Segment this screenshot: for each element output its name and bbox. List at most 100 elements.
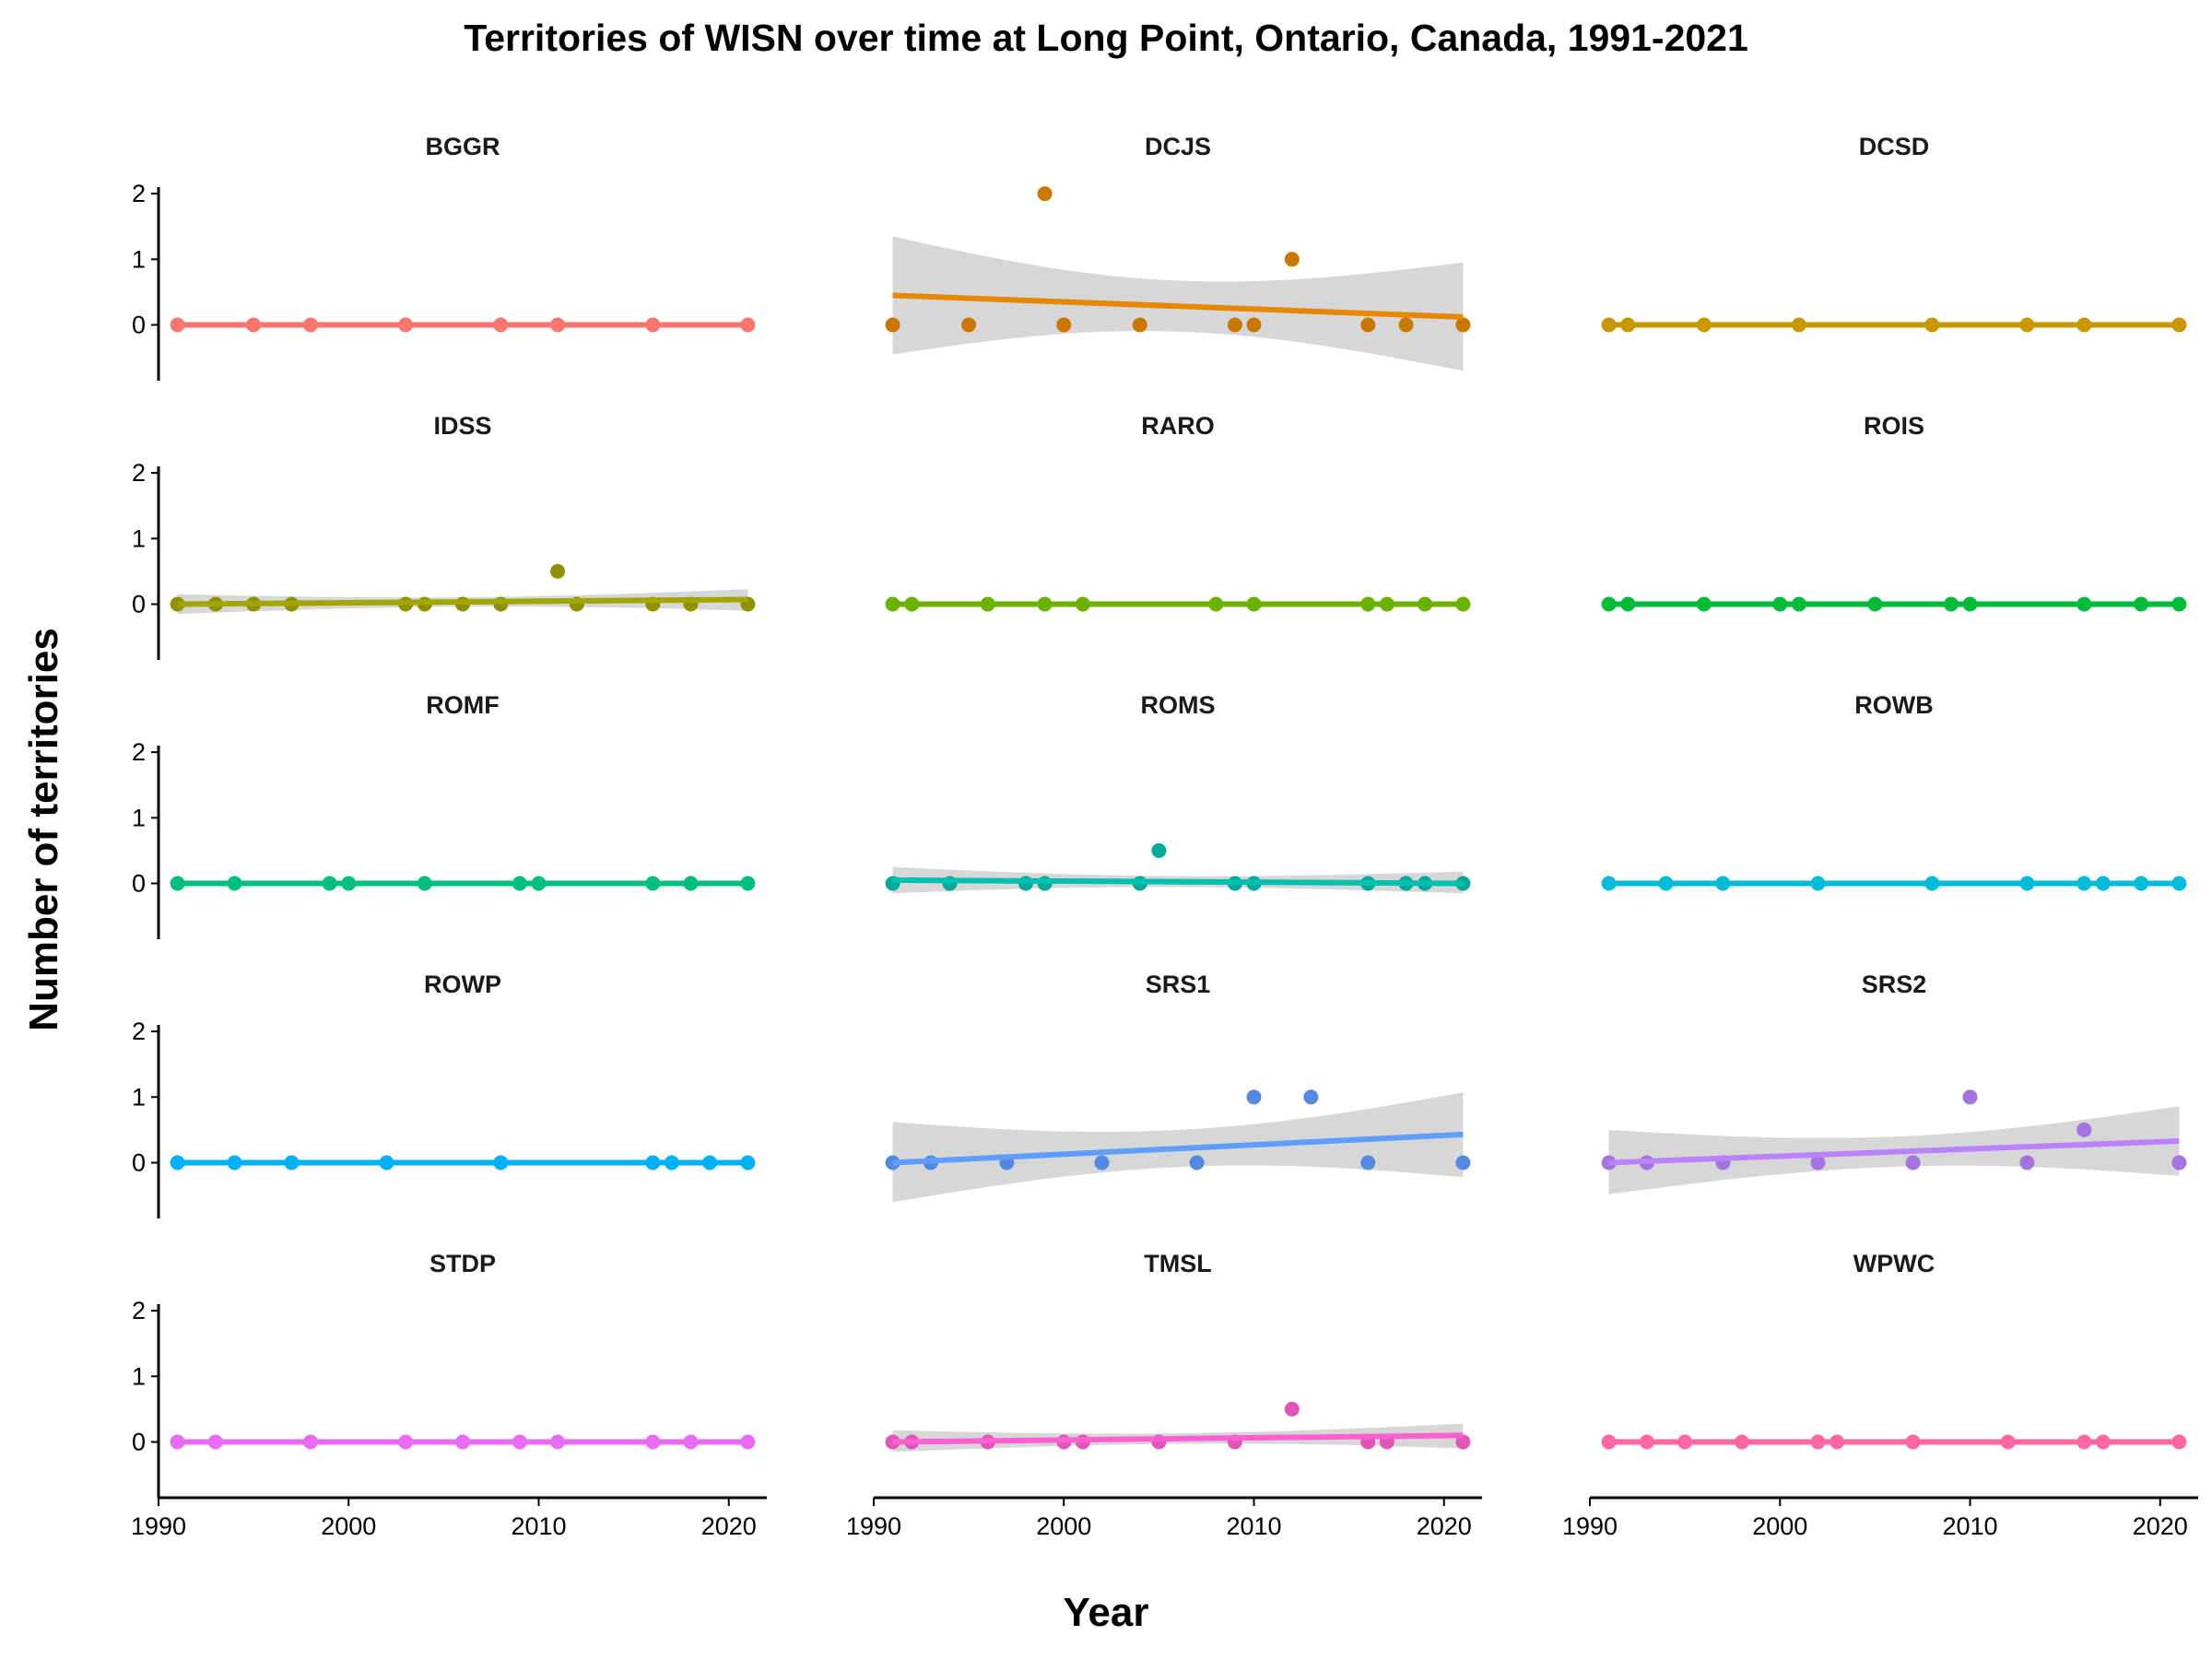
x-tick-label: 2010 [1226,1512,1281,1540]
x-axis-title: Year [1063,1590,1149,1635]
data-point [1360,317,1376,333]
data-point [1455,1434,1471,1450]
facet-label: ROMF [426,691,499,719]
facet-label: SRS2 [1862,971,1927,998]
y-tick-label: 2 [132,1297,146,1324]
data-point [1810,1155,1826,1171]
data-point [170,317,185,333]
y-tick-label: 1 [132,524,146,552]
data-point [885,1434,900,1450]
data-point [1056,317,1072,333]
data-point [1601,317,1617,333]
data-point [2171,596,2187,612]
facet-dcjs: DCJS [885,133,1471,371]
facet-label: DCSD [1859,133,1930,160]
y-tick-label: 1 [132,245,146,273]
y-tick-label: 0 [132,311,146,338]
data-point [1246,317,1262,333]
data-point [1246,1089,1262,1105]
y-tick-label: 1 [132,804,146,831]
data-point [1132,317,1147,333]
data-point [2171,317,2187,333]
facet-label: ROWB [1854,691,1933,719]
data-point [740,1155,756,1171]
facet-label: IDSS [433,412,491,440]
x-tick-label: 2020 [1417,1512,1472,1540]
y-tick-label: 2 [132,180,146,207]
data-point [885,1155,900,1171]
data-point [170,1434,185,1450]
data-point [1455,317,1471,333]
data-point [1601,1434,1617,1450]
data-point [2171,876,2187,891]
data-point [2019,1155,2035,1171]
facet-label: ROMS [1141,691,1216,719]
facet-rowb: ROWB [1601,691,2187,891]
facet-raro: RARO [885,412,1471,612]
data-point [1094,1155,1110,1171]
data-point [1455,596,1471,612]
data-point [550,563,566,579]
facet-wpwc: WPWC 1990 2000 2010 2020 [1562,1250,2198,1540]
data-point [1227,317,1242,333]
data-point [1962,1089,1978,1105]
data-point [1455,1155,1471,1171]
x-tick-label: 2010 [1942,1512,1997,1540]
data-point [2171,1155,2187,1171]
data-point [170,1155,185,1171]
facet-label: TMSL [1144,1250,1212,1277]
x-tick-label: 2020 [701,1512,757,1540]
facet-bggr: BGGR 0 1 2 [132,133,756,381]
data-point [1360,1155,1376,1171]
facet-srs2: SRS2 [1601,971,2187,1194]
data-point [2171,1434,2187,1450]
x-tick-label: 1990 [131,1512,186,1540]
facet-label: BGGR [426,133,500,160]
data-point [740,317,756,333]
data-point [2077,1122,2092,1137]
x-tick-label: 1990 [1562,1512,1618,1540]
y-tick-label: 0 [132,1428,146,1455]
trend-line [1608,1138,2180,1166]
y-tick-label: 0 [132,1148,146,1176]
facet-stdp: STDP 0 1 2 1990 2000 2010 2020 [131,1250,767,1540]
chart-title: Territories of WISN over time at Long Po… [464,17,1748,59]
x-tick-label: 2010 [511,1512,566,1540]
data-point [885,317,900,333]
x-tick-label: 1990 [846,1512,901,1540]
x-tick-label: 2000 [1752,1512,1807,1540]
y-tick-label: 0 [132,869,146,897]
facet-label: ROWP [424,971,501,998]
facet-srs1: SRS1 [885,971,1471,1203]
facet-label: ROIS [1864,412,1924,440]
facet-label: RARO [1141,412,1215,440]
data-point [170,596,185,612]
facet-tmsl: TMSL 1990 2000 2010 2020 [846,1250,1482,1540]
facet-roms: ROMS [885,691,1471,894]
y-tick-label: 2 [132,1018,146,1045]
data-point [170,876,185,891]
trend-line [892,1131,1464,1166]
y-tick-label: 2 [132,459,146,487]
facet-dcsd: DCSD [1601,133,2187,333]
x-tick-label: 2000 [321,1512,376,1540]
y-tick-label: 1 [132,1362,146,1390]
data-point [1455,876,1471,891]
data-point [1037,186,1053,202]
data-point [1601,876,1617,891]
facet-romf: ROMF 0 1 2 [132,691,756,939]
data-point [1151,842,1167,858]
data-point [740,1434,756,1450]
facet-rois: ROIS [1601,412,2187,612]
data-point [1284,252,1300,267]
y-tick-label: 1 [132,1083,146,1111]
facet-label: SRS1 [1146,971,1211,998]
data-point [1601,596,1617,612]
data-point [1905,1155,1921,1171]
x-tick-label: 2020 [2133,1512,2188,1540]
trend-line [892,1432,1464,1445]
data-point [1303,1089,1319,1105]
facet-label: DCJS [1145,133,1211,160]
y-tick-label: 2 [132,738,146,766]
